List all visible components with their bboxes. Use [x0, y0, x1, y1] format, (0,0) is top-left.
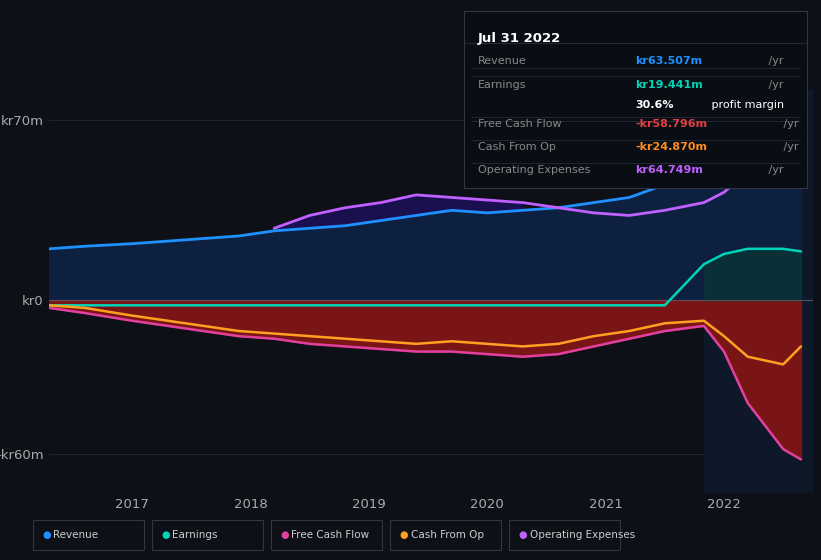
Text: Cash From Op: Cash From Op [478, 142, 556, 152]
Text: -kr58.796m: -kr58.796m [635, 119, 708, 129]
Text: Earnings: Earnings [172, 530, 218, 540]
Text: ●: ● [400, 530, 408, 540]
Text: /yr: /yr [780, 119, 798, 129]
Text: ●: ● [162, 530, 170, 540]
Text: -kr24.870m: -kr24.870m [635, 142, 708, 152]
Text: kr63.507m: kr63.507m [635, 55, 703, 66]
Text: Operating Expenses: Operating Expenses [530, 530, 635, 540]
Text: /yr: /yr [765, 165, 784, 175]
Text: profit margin: profit margin [708, 100, 784, 110]
Text: Revenue: Revenue [478, 55, 526, 66]
Text: ●: ● [281, 530, 289, 540]
Text: ●: ● [43, 530, 51, 540]
Text: Earnings: Earnings [478, 80, 526, 90]
Text: Operating Expenses: Operating Expenses [478, 165, 590, 175]
Text: /yr: /yr [765, 80, 784, 90]
Text: /yr: /yr [780, 142, 798, 152]
Text: /yr: /yr [765, 55, 784, 66]
Bar [704, 90, 813, 493]
Text: kr64.749m: kr64.749m [635, 165, 704, 175]
Text: 30.6%: 30.6% [635, 100, 674, 110]
Text: Jul 31 2022: Jul 31 2022 [478, 32, 561, 45]
Text: ●: ● [519, 530, 527, 540]
Text: kr19.441m: kr19.441m [635, 80, 704, 90]
Text: Revenue: Revenue [53, 530, 99, 540]
Text: Free Cash Flow: Free Cash Flow [291, 530, 369, 540]
Text: Free Cash Flow: Free Cash Flow [478, 119, 562, 129]
Text: Cash From Op: Cash From Op [410, 530, 484, 540]
